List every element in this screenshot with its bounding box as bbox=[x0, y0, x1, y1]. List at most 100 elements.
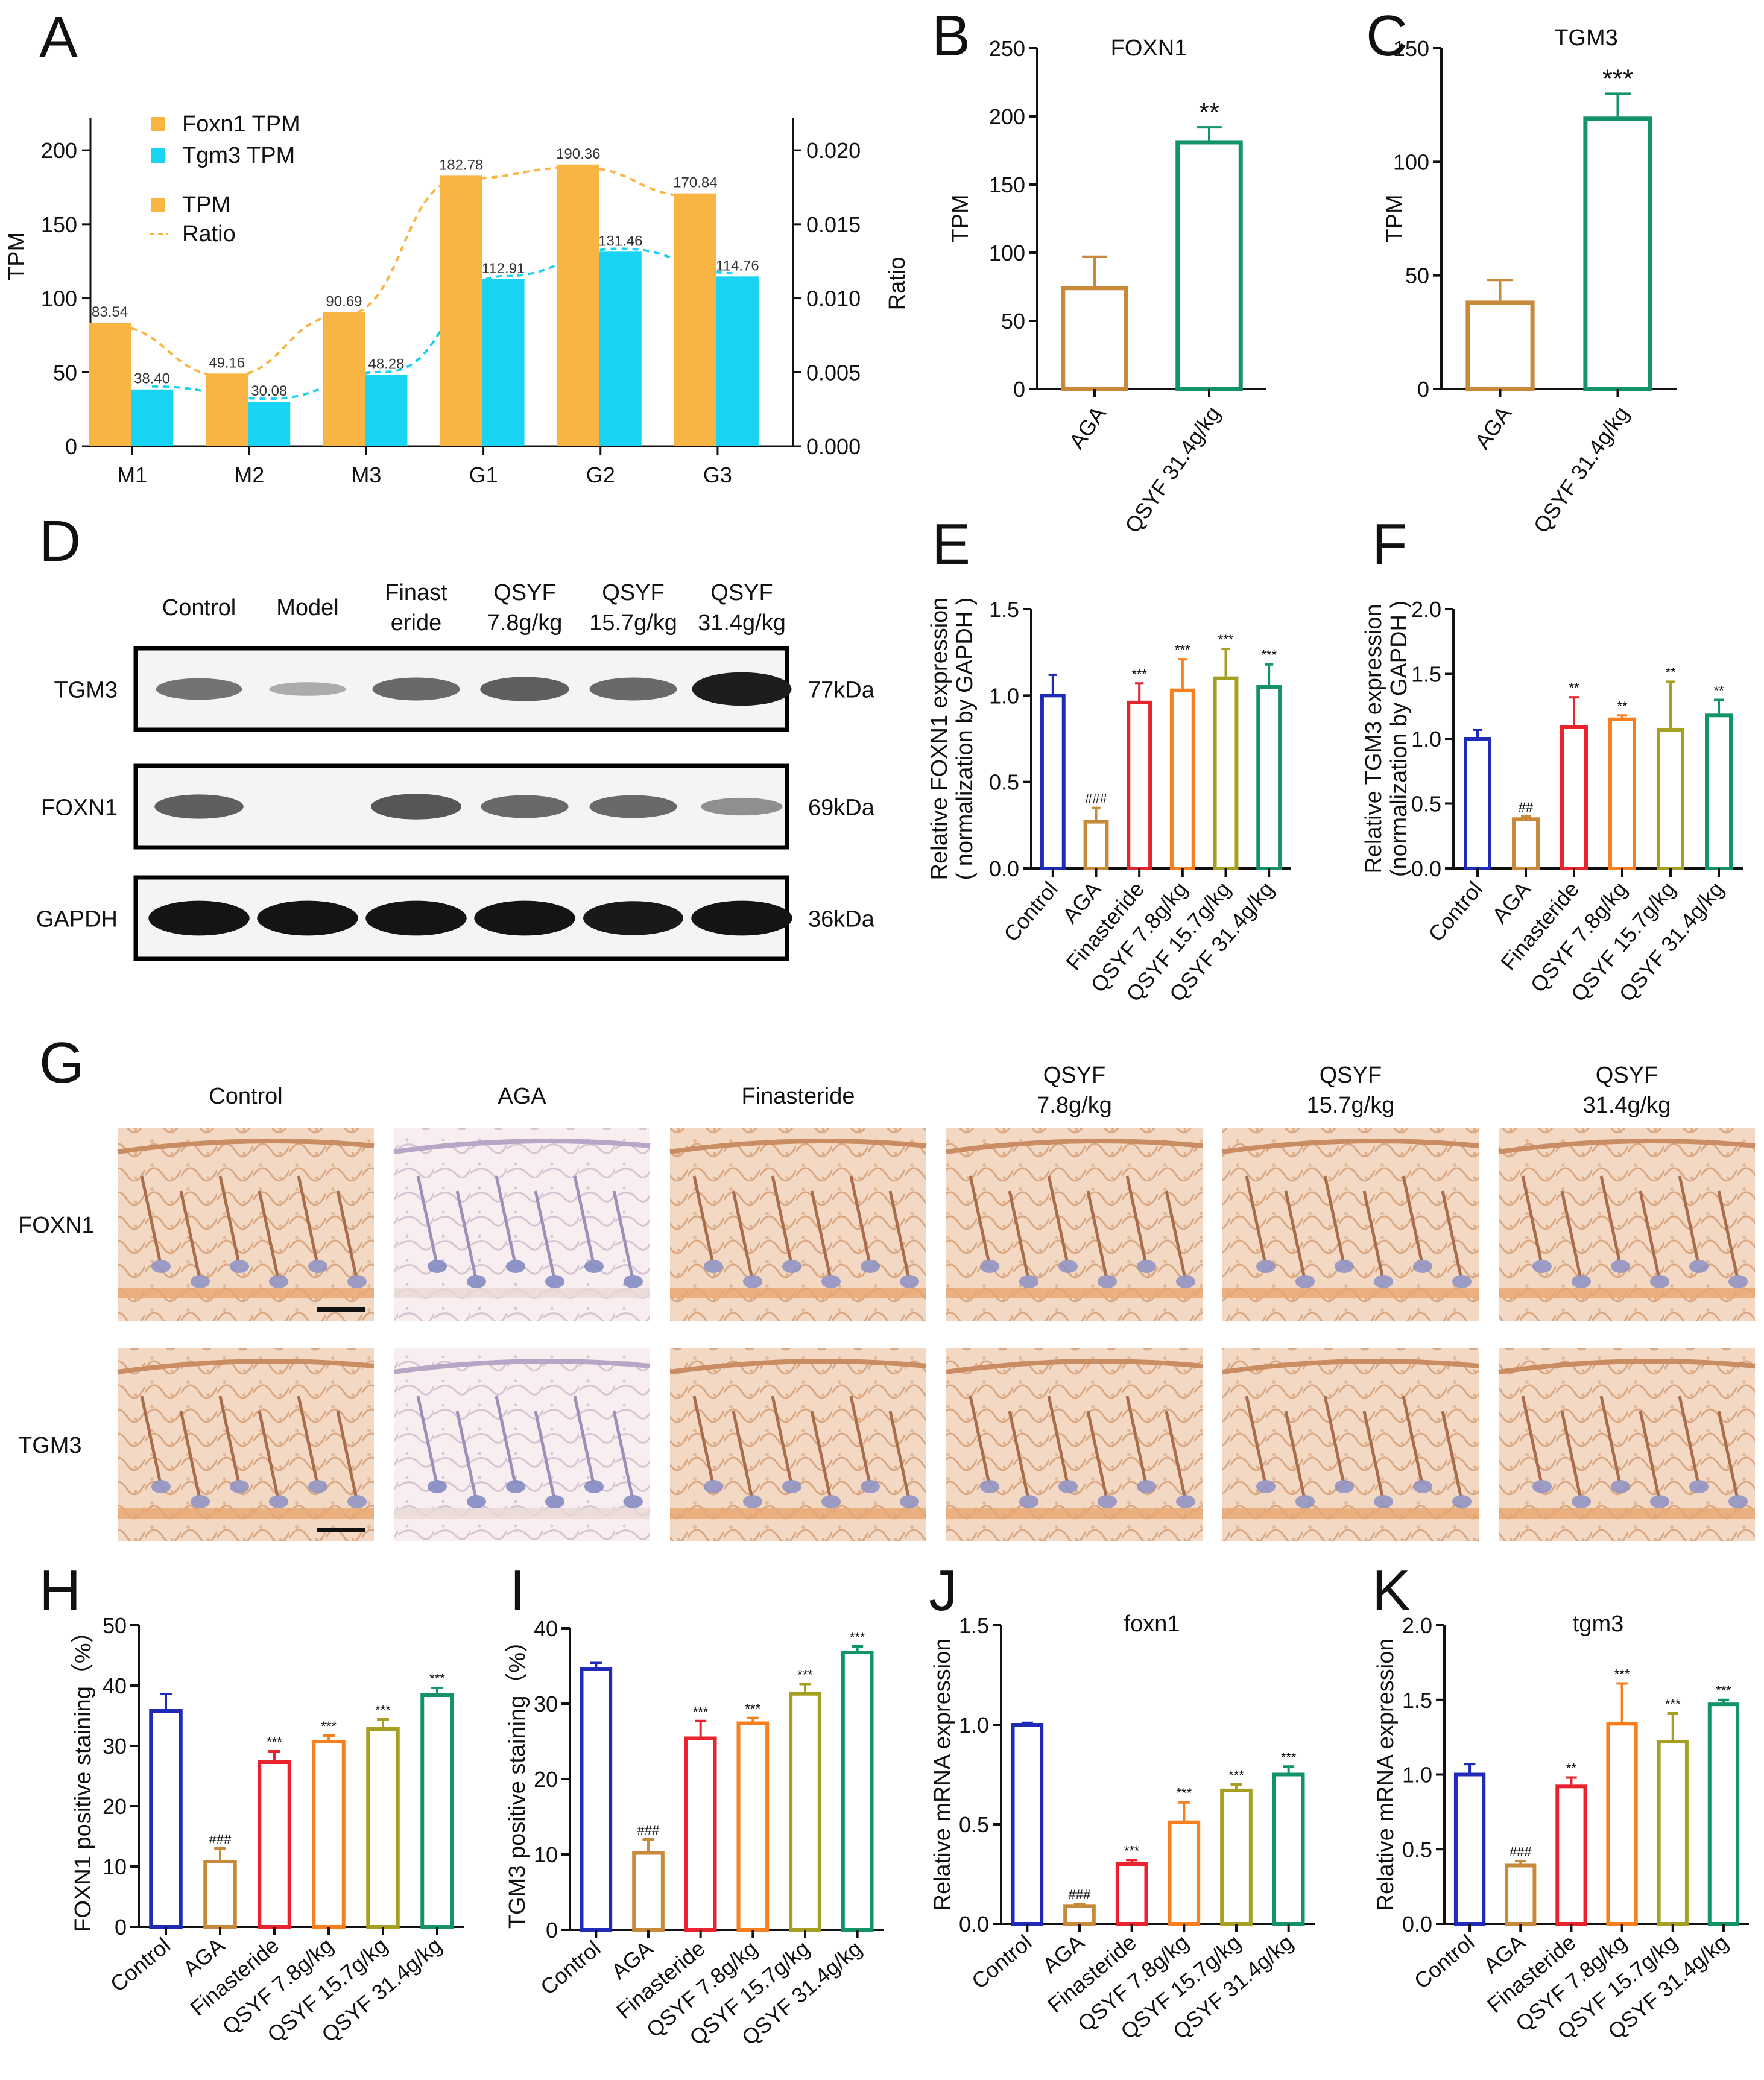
hair-follicle bbox=[1008, 1411, 1029, 1496]
panel-label-F: F bbox=[1372, 512, 1408, 577]
follicle-bulb bbox=[1413, 1480, 1432, 1493]
epidermis-layer bbox=[393, 1139, 651, 1154]
hair-follicle bbox=[1086, 1411, 1108, 1496]
significance-mark: ** bbox=[1713, 683, 1724, 698]
panel-label-E: E bbox=[932, 512, 970, 577]
follicle-bulb bbox=[782, 1480, 801, 1493]
scale-bar bbox=[317, 1307, 365, 1312]
follicle-bulb bbox=[1137, 1480, 1156, 1493]
follicle-bulb bbox=[1256, 1480, 1276, 1493]
hair-follicle bbox=[534, 1190, 555, 1276]
y-tick-label: 150 bbox=[989, 172, 1025, 197]
hair-follicle bbox=[888, 1411, 910, 1496]
significance-mark: ** bbox=[1569, 680, 1579, 695]
x-tick-label: Control bbox=[1409, 1930, 1479, 1994]
significance-mark: *** bbox=[693, 1704, 709, 1719]
bar-qsyf-31-4g-kg bbox=[1707, 1702, 1740, 1926]
x-tick-label: Control bbox=[106, 1933, 175, 1997]
hair-follicle bbox=[1521, 1175, 1543, 1261]
y-axis-title: TPM bbox=[948, 194, 973, 242]
significance-mark: *** bbox=[429, 1671, 445, 1686]
hair-follicle bbox=[1284, 1411, 1306, 1496]
hair-follicle bbox=[1599, 1396, 1621, 1481]
follicle-bulb bbox=[1176, 1275, 1195, 1288]
epidermis-layer bbox=[946, 1139, 1203, 1154]
chart-title: FOXN1 bbox=[1111, 36, 1187, 61]
follicle-bulb bbox=[1572, 1275, 1591, 1288]
follicle-bulb bbox=[1689, 1260, 1709, 1273]
y-tick-label: 1.0 bbox=[959, 1713, 989, 1737]
follicle-bulb bbox=[1335, 1260, 1354, 1273]
blot-band bbox=[148, 900, 250, 936]
hair-follicle bbox=[179, 1190, 201, 1276]
bar-control bbox=[1464, 737, 1491, 870]
hair-follicle bbox=[1441, 1190, 1462, 1276]
chart-K: 0.0 0.5 1.0 1.5 2.0 tgm3 Relative mRNA express… bbox=[1373, 1611, 1749, 2044]
follicle-bulb bbox=[1611, 1480, 1630, 1493]
column-label: QSYF bbox=[1043, 1063, 1105, 1088]
hair-follicle bbox=[1560, 1411, 1582, 1496]
x-tick-label: Control bbox=[999, 877, 1063, 946]
y2-tick-label: 0.010 bbox=[806, 286, 861, 311]
bar-qsyf-31-4g-kg bbox=[1705, 713, 1733, 871]
follicle-bulb bbox=[151, 1480, 171, 1493]
lane-label: 15.7g/kg bbox=[589, 610, 677, 636]
y-tick-label: 50 bbox=[103, 1613, 127, 1638]
bar-foxn1-tpm bbox=[674, 193, 716, 446]
hair-follicle bbox=[692, 1175, 714, 1261]
column-label: 7.8g/kg bbox=[1037, 1093, 1112, 1118]
hair-follicle bbox=[1402, 1175, 1423, 1261]
chart-title: tgm3 bbox=[1573, 1611, 1623, 1637]
kda-label: 77kDa bbox=[808, 678, 875, 703]
y2-tick-label: 0.015 bbox=[806, 212, 861, 237]
bar-foxn1-tpm bbox=[557, 164, 599, 446]
bar-qsyf-31-4g-kg bbox=[1272, 1772, 1305, 1926]
bar-qsyf-31-4g-kg bbox=[1175, 140, 1243, 391]
significance-mark: *** bbox=[1602, 64, 1633, 93]
bar-foxn1-tpm bbox=[206, 373, 248, 446]
y-tick-label: 10 bbox=[534, 1842, 558, 1867]
follicle-bulb bbox=[545, 1275, 564, 1288]
y-tick-label: 30 bbox=[103, 1734, 127, 1759]
follicle-bulb bbox=[861, 1480, 880, 1493]
y-tick-label: 0.5 bbox=[989, 770, 1019, 795]
bar-qsyf-15-7g-kg bbox=[789, 1692, 821, 1932]
y-tick-label: 1.5 bbox=[959, 1613, 989, 1638]
hair-follicle bbox=[1047, 1175, 1069, 1261]
fascia-layer bbox=[1499, 1288, 1755, 1298]
blot-band bbox=[371, 794, 461, 820]
significance-mark: *** bbox=[745, 1701, 760, 1716]
follicle-bulb bbox=[1532, 1480, 1552, 1493]
hair-follicle bbox=[218, 1396, 240, 1481]
x-tick-label: Control bbox=[536, 1936, 605, 2000]
follicle-bulb bbox=[900, 1275, 919, 1288]
follicle-bulb bbox=[191, 1495, 210, 1508]
follicle-bulb bbox=[428, 1480, 447, 1493]
hair-follicle bbox=[1521, 1396, 1543, 1481]
epidermis-layer bbox=[393, 1359, 651, 1374]
bar-tgm3-tpm bbox=[131, 389, 174, 446]
significance-mark: *** bbox=[797, 1667, 813, 1683]
bar-foxn1-tpm bbox=[440, 175, 482, 446]
legend-label: Tgm3 TPM bbox=[182, 143, 295, 168]
bar-qsyf-15-7g-kg bbox=[1657, 1740, 1689, 1926]
y-axis-title: (normalization by GAPDH ) bbox=[1386, 601, 1412, 877]
significance-mark: *** bbox=[1175, 642, 1190, 657]
blot-band bbox=[257, 900, 358, 936]
data-label: 190.36 bbox=[556, 146, 600, 162]
chart-B: 0 50 100 150 200 250 FOXN1 TPM AGA ** QSYF 31.4g/k… bbox=[948, 36, 1266, 537]
hair-follicle bbox=[771, 1396, 792, 1481]
y-axis-title: TPM bbox=[4, 232, 30, 280]
y-axis-title: TPM bbox=[1382, 194, 1408, 242]
bar-qsyf-7-8g-kg bbox=[736, 1721, 770, 1932]
follicle-bulb bbox=[1137, 1260, 1156, 1273]
follicle-bulb bbox=[704, 1260, 723, 1273]
lane-label: Model bbox=[276, 595, 339, 621]
y-tick-label: 40 bbox=[534, 1616, 558, 1641]
significance-mark: ** bbox=[1665, 665, 1676, 680]
bar-finasteride bbox=[1115, 1862, 1148, 1926]
y-tick-label: 250 bbox=[989, 36, 1025, 61]
significance-mark: *** bbox=[1281, 1750, 1297, 1765]
